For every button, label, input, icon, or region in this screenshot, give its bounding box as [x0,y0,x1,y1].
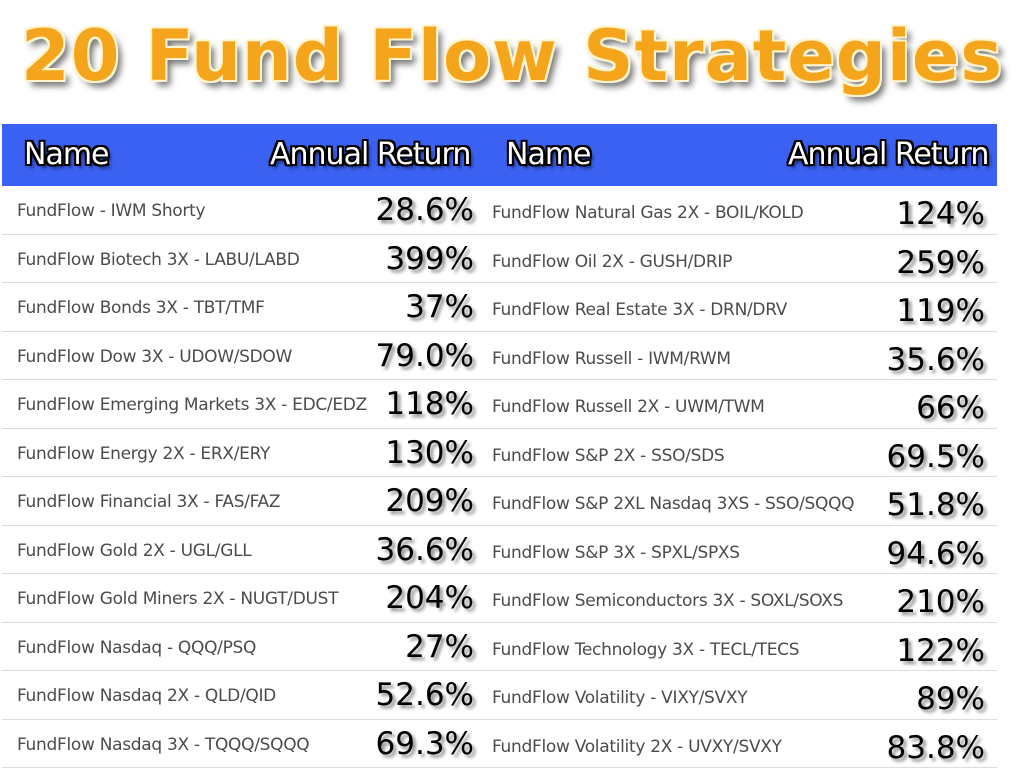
strategy-name: FundFlow Nasdaq - QQQ/PSQ [17,637,257,658]
table-row: FundFlow Biotech 3X - LABU/LABD 399% [2,235,480,283]
strategy-name: FundFlow S&P 3X - SPXL/SPXS [492,542,740,563]
strategy-name: FundFlow Real Estate 3X - DRN/DRV [492,300,788,320]
strategy-table-right: FundFlow Natural Gas 2X - BOIL/KOLD 124% F… [480,186,997,768]
strategy-name: FundFlow Biotech 3X - LABU/LABD [17,249,300,270]
table-header: Name Annual Return Name Annual Return [2,124,997,186]
strategy-name: FundFlow - IWM Shorty [17,201,206,221]
table-row: FundFlow Real Estate 3X - DRN/DRV 119% [480,283,997,332]
header-return-right: Annual Return [788,137,989,172]
table-row: FundFlow Nasdaq 2X - QLD/QID 52.6% [2,671,480,720]
annual-return-value: 66% [916,390,985,426]
annual-return-value: 118% [385,386,474,422]
annual-return-value: 37% [405,289,474,325]
strategy-name: FundFlow Gold Miners 2X - NUGT/DUST [17,589,339,609]
annual-return-value: 122% [896,632,985,669]
annual-return-value: 124% [896,196,985,232]
strategy-name: FundFlow S&P 2XL Nasdaq 3XS - SSO/SQQQ [492,494,855,514]
annual-return-value: 210% [896,584,985,620]
annual-return-value: 204% [385,580,474,616]
page-title: 20 Fund Flow Strategies [20,15,1003,97]
table-row: FundFlow Nasdaq 3X - TQQQ/SQQQ 69.3% [2,720,480,768]
strategy-name: FundFlow Volatility 2X - UVXY/SVXY [492,736,782,757]
annual-return-value: 79.0% [375,337,474,374]
annual-return-value: 130% [385,434,474,471]
table-row: FundFlow Emerging Markets 3X - EDC/EDZ 11… [2,380,480,429]
annual-return-value: 27% [405,628,474,665]
strategy-name: FundFlow Russell 2X - UWM/TWM [492,397,765,417]
table-row: FundFlow Gold Miners 2X - NUGT/DUST 204% [2,574,480,623]
table-row: FundFlow Energy 2X - ERX/ERY 130% [2,429,480,477]
strategy-name: FundFlow Energy 2X - ERX/ERY [17,443,271,464]
table-row: FundFlow Financial 3X - FAS/FAZ 209% [2,477,480,526]
table-row: FundFlow Volatility 2X - UVXY/SVXY 83.8% [480,720,997,768]
header-name-right: Name [506,137,592,172]
table-row: FundFlow S&P 2XL Nasdaq 3XS - SSO/SQQQ 51… [480,477,997,526]
strategy-name: FundFlow Dow 3X - UDOW/SDOW [17,346,293,367]
strategy-name: FundFlow Technology 3X - TECL/TECS [492,639,800,660]
strategy-name: FundFlow Natural Gas 2X - BOIL/KOLD [492,203,804,223]
annual-return-value: 51.8% [886,487,985,523]
header-return-left: Annual Return [270,137,471,172]
table-row: FundFlow Russell 2X - UWM/TWM 66% [480,380,997,429]
strategy-name: FundFlow Bonds 3X - TBT/TMF [17,298,265,318]
annual-return-value: 52.6% [375,677,474,713]
header-name-left: Name [24,137,110,172]
table-row: FundFlow Technology 3X - TECL/TECS 122% [480,623,997,671]
table-row: FundFlow Nasdaq - QQQ/PSQ 27% [2,623,480,671]
strategy-name: FundFlow Nasdaq 2X - QLD/QID [17,686,276,706]
annual-return-value: 69.5% [886,438,985,475]
annual-return-value: 69.3% [375,725,474,762]
table-row: FundFlow Gold 2X - UGL/GLL 36.6% [2,526,480,574]
strategy-name: FundFlow Volatility - VIXY/SVXY [492,688,748,708]
table-row: FundFlow Semiconductors 3X - SOXL/SOXS 21… [480,574,997,623]
table-row: FundFlow Volatility - VIXY/SVXY 89% [480,671,997,720]
annual-return-value: 259% [896,244,985,281]
strategy-name: FundFlow Emerging Markets 3X - EDC/EDZ [17,395,367,415]
table-row: FundFlow Oil 2X - GUSH/DRIP 259% [480,235,997,283]
strategy-name: FundFlow Nasdaq 3X - TQQQ/SQQQ [17,734,310,755]
table-row: FundFlow Natural Gas 2X - BOIL/KOLD 124% [480,186,997,235]
strategy-name: FundFlow Oil 2X - GUSH/DRIP [492,251,733,272]
table-row: FundFlow Dow 3X - UDOW/SDOW 79.0% [2,332,480,380]
annual-return-value: 36.6% [375,531,474,568]
annual-return-value: 119% [896,293,985,329]
strategy-name: FundFlow Gold 2X - UGL/GLL [17,540,252,561]
strategy-table-left: FundFlow - IWM Shorty 28.6% FundFlow Biote… [2,186,480,768]
strategy-name: FundFlow S&P 2X - SSO/SDS [492,445,725,466]
annual-return-value: 94.6% [886,535,985,572]
table-row: FundFlow S&P 3X - SPXL/SPXS 94.6% [480,526,997,574]
table-row: FundFlow - IWM Shorty 28.6% [2,186,480,235]
strategy-name: FundFlow Russell - IWM/RWM [492,348,731,369]
annual-return-value: 209% [385,483,474,519]
annual-return-value: 35.6% [886,341,985,378]
annual-return-value: 83.8% [886,729,985,766]
table-row: FundFlow Bonds 3X - TBT/TMF 37% [2,283,480,332]
strategy-name: FundFlow Financial 3X - FAS/FAZ [17,492,281,512]
strategy-name: FundFlow Semiconductors 3X - SOXL/SOXS [492,591,844,611]
table-row: FundFlow Russell - IWM/RWM 35.6% [480,332,997,380]
annual-return-value: 28.6% [375,192,474,228]
annual-return-value: 399% [385,240,474,277]
table-row: FundFlow S&P 2X - SSO/SDS 69.5% [480,429,997,477]
annual-return-value: 89% [916,681,985,717]
